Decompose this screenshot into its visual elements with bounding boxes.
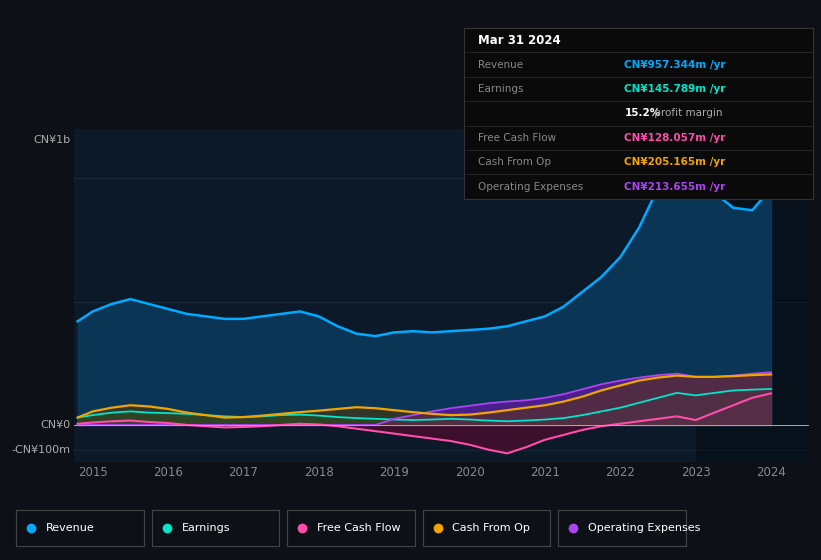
Text: Cash From Op: Cash From Op — [478, 157, 551, 167]
Text: Operating Expenses: Operating Expenses — [478, 181, 583, 192]
Text: CN¥0: CN¥0 — [40, 420, 71, 430]
Text: -CN¥100m: -CN¥100m — [11, 445, 71, 455]
Text: CN¥1b: CN¥1b — [33, 136, 71, 146]
Text: Earnings: Earnings — [478, 84, 523, 94]
Text: Mar 31 2024: Mar 31 2024 — [478, 34, 561, 46]
Text: CN¥128.057m /yr: CN¥128.057m /yr — [624, 133, 726, 143]
Text: CN¥145.789m /yr: CN¥145.789m /yr — [624, 84, 726, 94]
Text: Revenue: Revenue — [46, 523, 94, 533]
Text: Cash From Op: Cash From Op — [452, 523, 530, 533]
Text: CN¥205.165m /yr: CN¥205.165m /yr — [624, 157, 726, 167]
Text: CN¥957.344m /yr: CN¥957.344m /yr — [624, 59, 726, 69]
Bar — [695, 129, 809, 462]
Text: Revenue: Revenue — [478, 59, 523, 69]
Text: 15.2%: 15.2% — [624, 109, 661, 118]
Text: Free Cash Flow: Free Cash Flow — [478, 133, 556, 143]
Text: Operating Expenses: Operating Expenses — [588, 523, 700, 533]
Text: profit margin: profit margin — [650, 109, 722, 118]
Text: Earnings: Earnings — [181, 523, 230, 533]
Text: Free Cash Flow: Free Cash Flow — [317, 523, 401, 533]
Text: CN¥213.655m /yr: CN¥213.655m /yr — [624, 181, 726, 192]
